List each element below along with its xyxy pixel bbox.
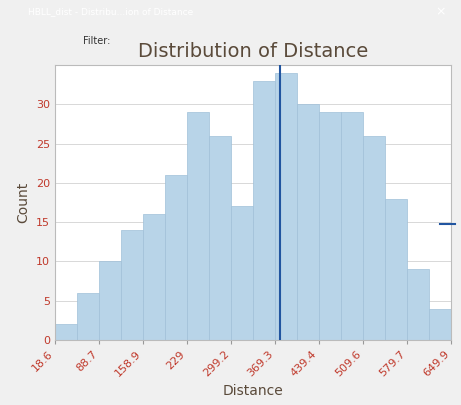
Bar: [77, 293, 99, 340]
Bar: [209, 136, 231, 340]
Bar: [385, 198, 407, 340]
Text: ×: ×: [435, 6, 445, 19]
Title: Distribution of Distance: Distribution of Distance: [138, 42, 368, 61]
Text: Filter:: Filter:: [83, 36, 110, 46]
Legend: Mean : 376.60512: Mean : 376.60512: [435, 213, 461, 236]
Bar: [407, 269, 429, 340]
Bar: [319, 112, 341, 340]
Bar: [165, 175, 187, 340]
Bar: [143, 214, 165, 340]
Bar: [231, 207, 253, 340]
Bar: [55, 324, 77, 340]
Bar: [99, 262, 121, 340]
Bar: [363, 136, 385, 340]
Bar: [187, 112, 209, 340]
Bar: [121, 230, 143, 340]
Y-axis label: Count: Count: [17, 182, 30, 223]
X-axis label: Distance: Distance: [223, 384, 284, 399]
Bar: [253, 81, 275, 340]
Bar: [275, 73, 297, 340]
Bar: [297, 104, 319, 340]
Text: HBLL_dist - Distribu...ion of Distance: HBLL_dist - Distribu...ion of Distance: [28, 8, 193, 17]
Bar: [429, 309, 451, 340]
Bar: [341, 112, 363, 340]
